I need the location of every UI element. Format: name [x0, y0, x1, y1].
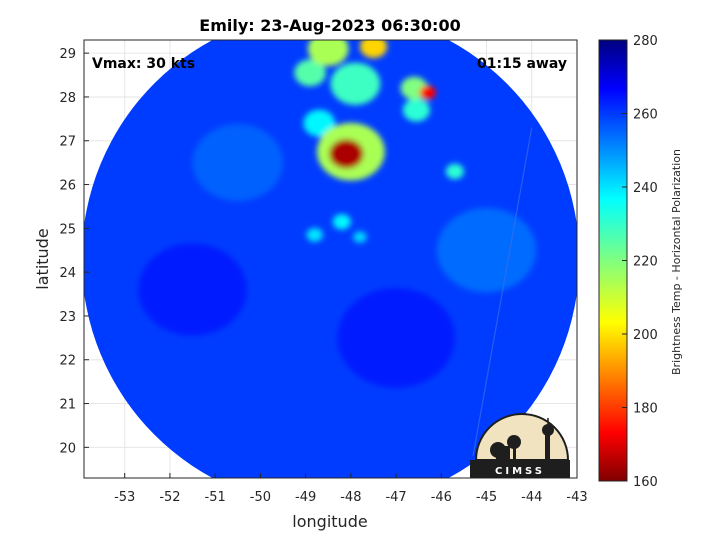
- tb-feature: [138, 243, 247, 336]
- x-tick-label: -49: [295, 490, 316, 505]
- tb-feature: [329, 139, 364, 169]
- x-tick-label: -46: [431, 490, 452, 505]
- y-tick-label: 22: [59, 354, 76, 369]
- x-tick-label: -52: [159, 490, 180, 505]
- tb-feature: [306, 227, 323, 242]
- y-axis-ticks: 20 21 22 23 24 25 26 27 28 29: [59, 47, 89, 456]
- chart-title: Emily: 23-Aug-2023 06:30:00: [199, 16, 460, 35]
- tb-feature: [330, 62, 381, 105]
- y-tick-label: 29: [59, 47, 76, 62]
- y-tick-label: 26: [59, 179, 76, 194]
- tb-feature: [337, 287, 455, 388]
- x-tick-label: -51: [205, 490, 226, 505]
- y-tick-label: 23: [59, 310, 76, 325]
- tb-feature: [445, 163, 464, 180]
- x-tick-label: -44: [521, 490, 542, 505]
- x-tick-label: -53: [114, 490, 135, 505]
- colorbar-tick-label: 200: [633, 328, 658, 343]
- colorbar-tick-label: 260: [633, 108, 658, 123]
- y-tick-label: 21: [59, 398, 76, 413]
- tb-feature: [192, 124, 284, 202]
- brightness-temperature-swath: [84, 40, 577, 478]
- tb-feature: [419, 85, 436, 100]
- x-axis-label: longitude: [292, 512, 367, 531]
- tb-feature: [436, 207, 537, 293]
- x-tick-label: -48: [340, 490, 361, 505]
- cimss-logo: CIMSS: [470, 413, 570, 478]
- tb-feature: [332, 214, 351, 230]
- x-tick-label: -45: [476, 490, 497, 505]
- colorbar-tick-label: 280: [633, 34, 658, 49]
- vmax-annotation: Vmax: 30 kts: [92, 56, 195, 72]
- colorbar-label: Brightness Temp - Horizontal Polarizatio…: [670, 149, 683, 375]
- tb-feature: [402, 98, 431, 122]
- y-tick-label: 24: [59, 266, 76, 281]
- x-axis-ticks: -53 -52 -51 -50 -49 -48 -47 -46 -45 -44 -43: [114, 473, 588, 505]
- colorbar-tick-label: 160: [633, 475, 658, 490]
- x-tick-label: -47: [385, 490, 406, 505]
- tb-feature: [294, 59, 326, 87]
- y-tick-label: 25: [59, 222, 76, 237]
- colorbar-tick-label: 240: [633, 181, 658, 196]
- tb-feature: [359, 40, 388, 59]
- colorbar-tick-label: 220: [633, 255, 658, 270]
- logo-text: CIMSS: [495, 466, 545, 477]
- y-tick-label: 28: [59, 91, 76, 106]
- tb-feature: [353, 231, 367, 243]
- time-away-annotation: 01:15 away: [477, 56, 567, 72]
- tb-feature: [307, 40, 349, 67]
- tb-feature: [303, 109, 336, 137]
- y-tick-label: 20: [59, 441, 76, 456]
- x-tick-label: -50: [250, 490, 271, 505]
- colorbar-ticks: 160 180 200 220 240 260 280: [622, 34, 658, 490]
- y-axis-label: latitude: [33, 228, 52, 289]
- x-tick-label: -43: [566, 490, 587, 505]
- y-tick-label: 27: [59, 135, 76, 150]
- colorbar-tick-label: 180: [633, 402, 658, 417]
- axes-frame: [83, 39, 578, 479]
- scan-seam: [472, 127, 533, 457]
